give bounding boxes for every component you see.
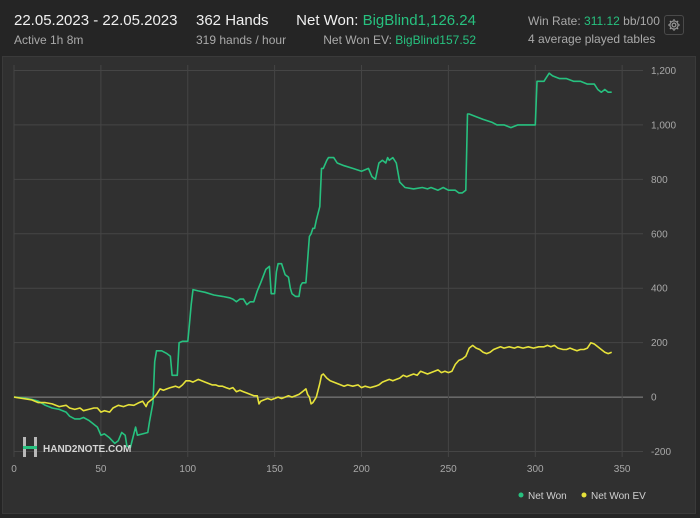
chart-panel: -200 0 200 400 600 800 1,000 1,200 0 50 100 150 200…: [2, 56, 696, 514]
net-won-ev-label: Net Won EV:: [323, 33, 396, 47]
y-tick-label: -200: [651, 447, 671, 458]
win-rate-label: Win Rate:: [528, 14, 585, 28]
summary-header: 22.05.2023 - 22.05.2023 Active 1h 8m 362…: [0, 0, 700, 52]
active-duration: Active 1h 8m: [14, 33, 84, 47]
y-tick-label: 400: [651, 284, 668, 295]
x-tick-label: 50: [95, 464, 107, 475]
net-won-ev-line: [13, 341, 612, 413]
legend-label-net-won: Net Won: [528, 491, 567, 502]
y-tick-label: 800: [651, 175, 668, 186]
y-tick-label: 1,000: [651, 120, 676, 131]
net-won-chart: -200 0 200 400 600 800 1,000 1,200 0 50 100 150 200…: [11, 65, 676, 502]
grid: [13, 65, 643, 457]
y-tick-label: 1,200: [651, 66, 676, 77]
x-axis-ticks: 0 50 100 150 200 250 300 350: [11, 464, 631, 475]
net-won-value: BigBlind1,126.24: [362, 12, 476, 29]
date-range: 22.05.2023 - 22.05.2023: [14, 12, 178, 29]
y-axis-ticks: -200 0 200 400 600 800 1,000 1,200: [651, 66, 676, 458]
x-tick-label: 100: [179, 464, 196, 475]
gear-icon: [668, 19, 680, 31]
win-rate-block: Win Rate: 311.12 bb/100 4 average played…: [528, 12, 660, 46]
y-tick-label: 0: [651, 393, 657, 404]
legend-item-net-won[interactable]: Net Won: [518, 491, 567, 502]
x-tick-label: 300: [527, 464, 544, 475]
legend-label-net-won-ev: Net Won EV: [591, 491, 646, 502]
win-rate-value: 311.12: [584, 14, 620, 28]
net-won-block: Net Won: BigBlind1,126.24 Net Won EV: Bi…: [296, 12, 476, 47]
x-tick-label: 200: [353, 464, 370, 475]
legend-item-net-won-ev[interactable]: Net Won EV: [581, 491, 647, 502]
x-tick-label: 250: [440, 464, 457, 475]
logo-text: HAND2NOTE.COM: [43, 444, 131, 455]
hand2note-logo: HAND2NOTE.COM: [23, 437, 131, 457]
hands-count: 362 Hands: [196, 12, 269, 29]
net-won-label: Net Won:: [296, 12, 363, 29]
x-tick-label: 350: [614, 464, 631, 475]
average-tables: 4 average played tables: [528, 32, 656, 46]
y-tick-label: 600: [651, 229, 668, 240]
series-lines: [13, 72, 612, 449]
legend: Net Won Net Won EV: [518, 491, 647, 502]
y-tick-label: 200: [651, 338, 668, 349]
x-tick-label: 0: [11, 464, 17, 475]
hands-per-hour: 319 hands / hour: [196, 33, 287, 47]
settings-button[interactable]: [664, 15, 684, 35]
hands-block: 362 Hands 319 hands / hour: [196, 12, 286, 47]
net-won-ev-value: BigBlind157.52: [395, 33, 476, 47]
date-block: 22.05.2023 - 22.05.2023 Active 1h 8m: [14, 12, 177, 47]
x-tick-label: 150: [266, 464, 283, 475]
win-rate-unit: bb/100: [619, 14, 660, 28]
net-won-line: [13, 72, 612, 449]
